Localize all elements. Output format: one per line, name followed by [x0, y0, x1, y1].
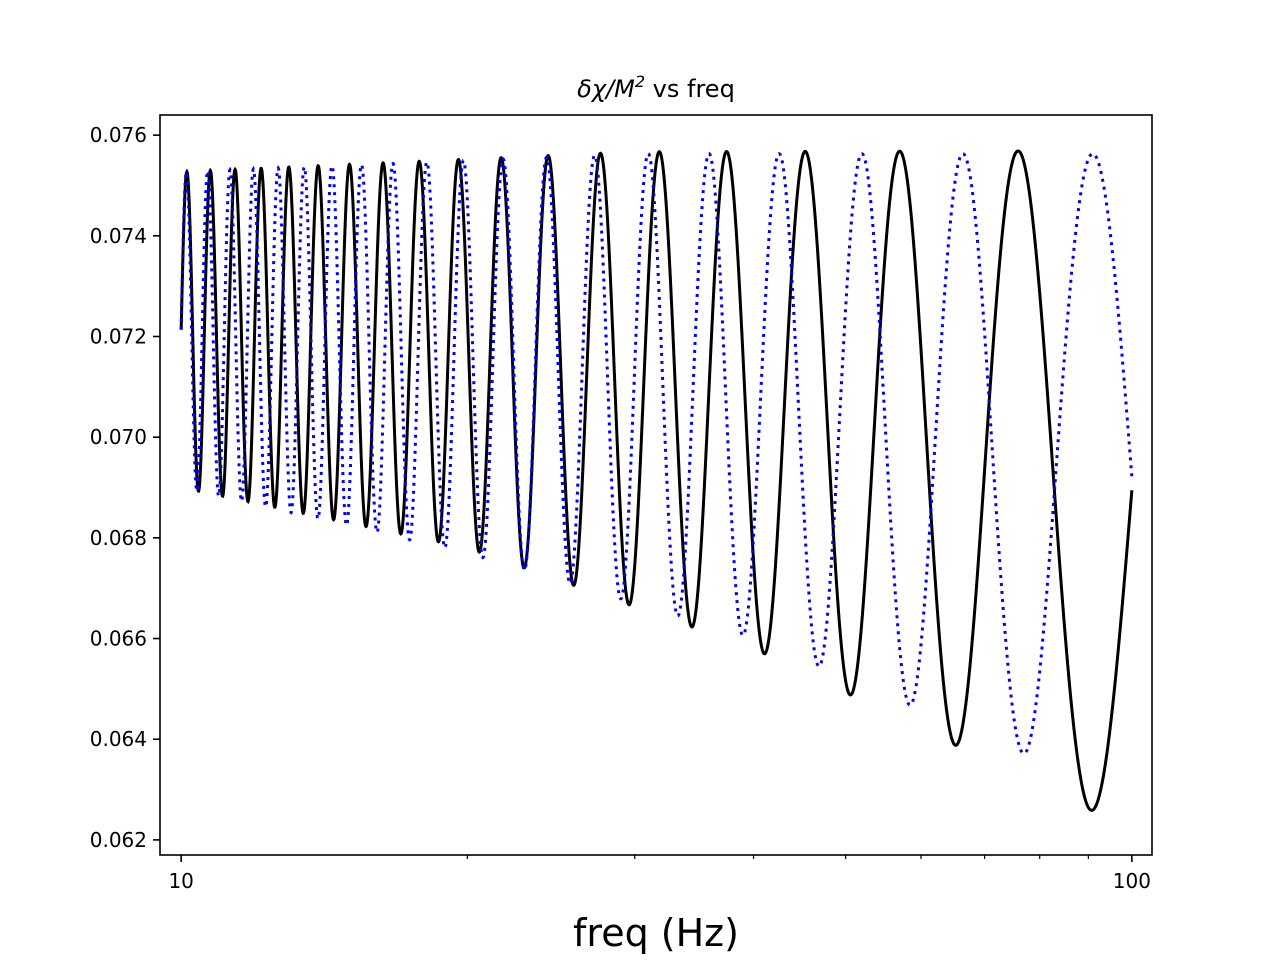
y-tick-label: 0.062 [90, 828, 147, 852]
x-axis: 10 100 [168, 855, 1151, 893]
y-axis: 0.062 0.064 0.066 0.068 0.070 0.072 0.074 0.076 [90, 123, 160, 852]
y-tick-label: 0.074 [90, 224, 147, 248]
plot-frame [159, 114, 1153, 856]
y-tick-label: 0.066 [90, 627, 147, 651]
series-line-2 [179, 152, 1134, 756]
series-layer [179, 149, 1134, 812]
x-axis-label: freq (Hz) [573, 911, 739, 955]
x-tick-label: 10 [168, 869, 193, 893]
series-line-1 [179, 149, 1134, 812]
y-tick-label: 0.072 [90, 324, 147, 348]
chart-title-main: δχ/M [577, 75, 635, 103]
x-tick-label: 100 [1113, 869, 1151, 893]
y-tick-label: 0.070 [90, 425, 147, 449]
y-tick-label: 0.064 [90, 727, 147, 751]
chart-title-sup: 2 [635, 72, 645, 91]
y-tick-label: 0.068 [90, 526, 147, 550]
chart-title-rest: vs freq [645, 75, 735, 103]
y-tick-label: 0.076 [90, 123, 147, 147]
chart-title: δχ/M2 vs freq [577, 72, 735, 103]
